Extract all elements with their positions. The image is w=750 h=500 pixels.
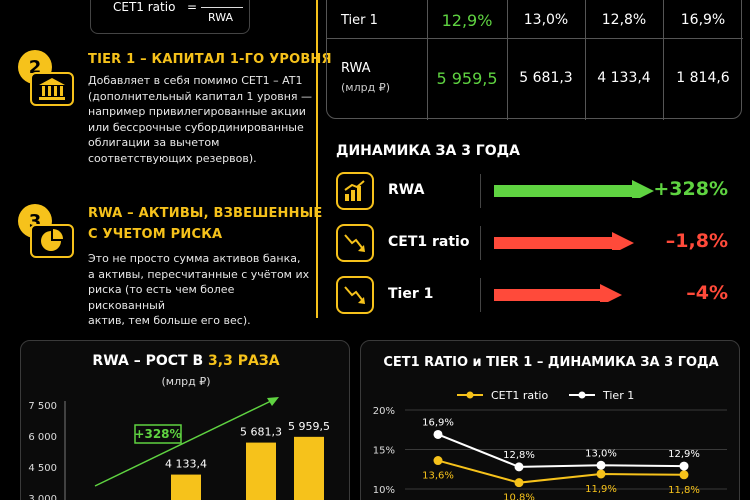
table-cell: 12,8%: [601, 12, 647, 28]
data-point: [679, 470, 689, 480]
legend-label: CET1 ratio: [491, 389, 548, 402]
y-tick-label: 15%: [373, 446, 395, 457]
table-cell: 4 133,4: [597, 70, 651, 86]
dynamics-value: –4%: [686, 282, 728, 304]
table-row-label: RWA: [341, 61, 371, 76]
table-cell: 5 681,3: [519, 70, 573, 86]
tier1-section-body: Добавляет в себя помимо CET1 – AT1 (допол…: [88, 74, 313, 165]
data-point: [514, 462, 524, 472]
dynamics-value: –1,8%: [665, 230, 728, 252]
table-cell: 1 814,6: [676, 70, 730, 86]
bar: [246, 442, 276, 500]
pie-chart-icon: [30, 224, 74, 258]
rwa-bar-chart-card: RWA – РОСТ В 3,3 РАЗА (млрд ₽) 7 500 6 00…: [20, 340, 350, 500]
bar-value-label: 5 681,3: [240, 426, 282, 439]
rwa-section-title-1: RWA – АКТИВЫ, ВЗВЕШЕННЫЕ: [88, 206, 323, 221]
series-line: [437, 459, 685, 484]
data-point: [514, 478, 524, 488]
table-row-sublabel: (млрд ₽): [341, 81, 390, 94]
data-point: [433, 456, 443, 466]
series-line: [437, 433, 685, 468]
bar-chart: 7 500 6 000 4 500 3 000 4 133,4 5 681,3 5 959,…: [28, 397, 330, 500]
y-tick-label: 7 500: [28, 401, 57, 412]
legend-marker: [578, 391, 586, 399]
line-chart-title: CET1 RATIO и TIER 1 – ДИНАМИКА ЗА 3 ГОДА: [383, 355, 719, 370]
growth-chart-icon: [336, 172, 374, 210]
data-label: 12,9%: [668, 449, 700, 460]
y-tick-label: 4 500: [28, 463, 57, 474]
data-point: [679, 461, 689, 471]
data-point: [596, 460, 606, 470]
bar-chart-title: RWA – РОСТ В 3,3 РАЗА: [92, 353, 280, 369]
table-cell: 16,9%: [680, 12, 726, 28]
data-label: 16,9%: [422, 417, 454, 428]
bar-value-label: 4 133,4: [165, 458, 207, 471]
up-arrow: [494, 180, 654, 198]
tier1-section-title: TIER 1 – КАПИТАЛ 1-ГО УРОВНЯ: [88, 52, 332, 67]
data-label: 13,0%: [585, 448, 617, 459]
trend-arrow-head: [267, 397, 279, 406]
decline-chart-icon: [336, 224, 374, 262]
formula-denominator: RWA: [208, 11, 233, 24]
rwa-section-title-2: С УЧЕТОМ РИСКА: [88, 227, 223, 242]
data-label: 13,6%: [422, 471, 454, 482]
dynamics-value: +328%: [653, 178, 728, 200]
data-label: 11,9%: [585, 484, 617, 495]
legend-label: Tier 1: [602, 389, 634, 402]
formula-equals: =: [187, 0, 198, 14]
decline-chart-icon: [336, 276, 374, 314]
growth-annotation-box: [134, 424, 182, 444]
y-tick-label: 10%: [373, 485, 395, 496]
dynamics-row-cet1: CET1 ratio –1,8%: [336, 224, 736, 262]
data-label: 11,8%: [668, 485, 700, 496]
capital-table: Tier 1 12,9% 13,0% 12,8% 16,9% RWA (млрд…: [326, 0, 743, 120]
bar: [294, 436, 324, 500]
legend-marker: [466, 391, 474, 399]
dynamics-row-rwa: RWA +328%: [336, 172, 736, 210]
data-label: 10,8%: [503, 493, 535, 500]
bar: [171, 474, 201, 500]
rwa-section-body: Это не просто сумма активов банка, а акти…: [88, 252, 310, 327]
data-point: [596, 469, 606, 479]
y-tick-label: 3 000: [28, 494, 57, 500]
y-tick-label: 6 000: [28, 432, 57, 443]
cet1-formula: CET1 ratio = RWA: [90, 0, 250, 34]
formula-label: CET1 ratio: [113, 0, 176, 14]
table-row-label: Tier 1: [341, 12, 378, 28]
down-arrow: [494, 284, 622, 302]
data-point: [433, 429, 443, 439]
data-label: 12,8%: [503, 450, 535, 461]
bar-value-label: 5 959,5: [288, 420, 330, 433]
dynamics-title: ДИНАМИКА ЗА 3 ГОДА: [336, 143, 520, 159]
growth-annotation: +328%: [134, 427, 181, 441]
dynamics-label: CET1 ratio: [388, 234, 470, 250]
y-tick-label: 20%: [373, 406, 395, 417]
column-divider: [316, 0, 318, 318]
bank-icon: [30, 72, 74, 106]
table-cell: 13,0%: [523, 12, 569, 28]
cet1-tier1-line-chart-card: CET1 RATIO и TIER 1 – ДИНАМИКА ЗА 3 ГОДА…: [360, 340, 740, 500]
dynamics-label: RWA: [388, 182, 425, 198]
dynamics-row-tier1: Tier 1 –4%: [336, 276, 736, 314]
table-cell: 5 959,5: [436, 68, 498, 88]
trend-arrow: [94, 400, 272, 487]
fraction-bar: [201, 7, 243, 8]
table-cell: 12,9%: [441, 10, 493, 30]
dynamics-label: Tier 1: [388, 286, 434, 302]
down-arrow: [494, 232, 634, 250]
line-chart: CET1 ratio Tier 1 20% 15% 10% 13,6% 10,8% 11,9%…: [373, 389, 727, 500]
bar-chart-subtitle: (млрд ₽): [161, 375, 211, 388]
